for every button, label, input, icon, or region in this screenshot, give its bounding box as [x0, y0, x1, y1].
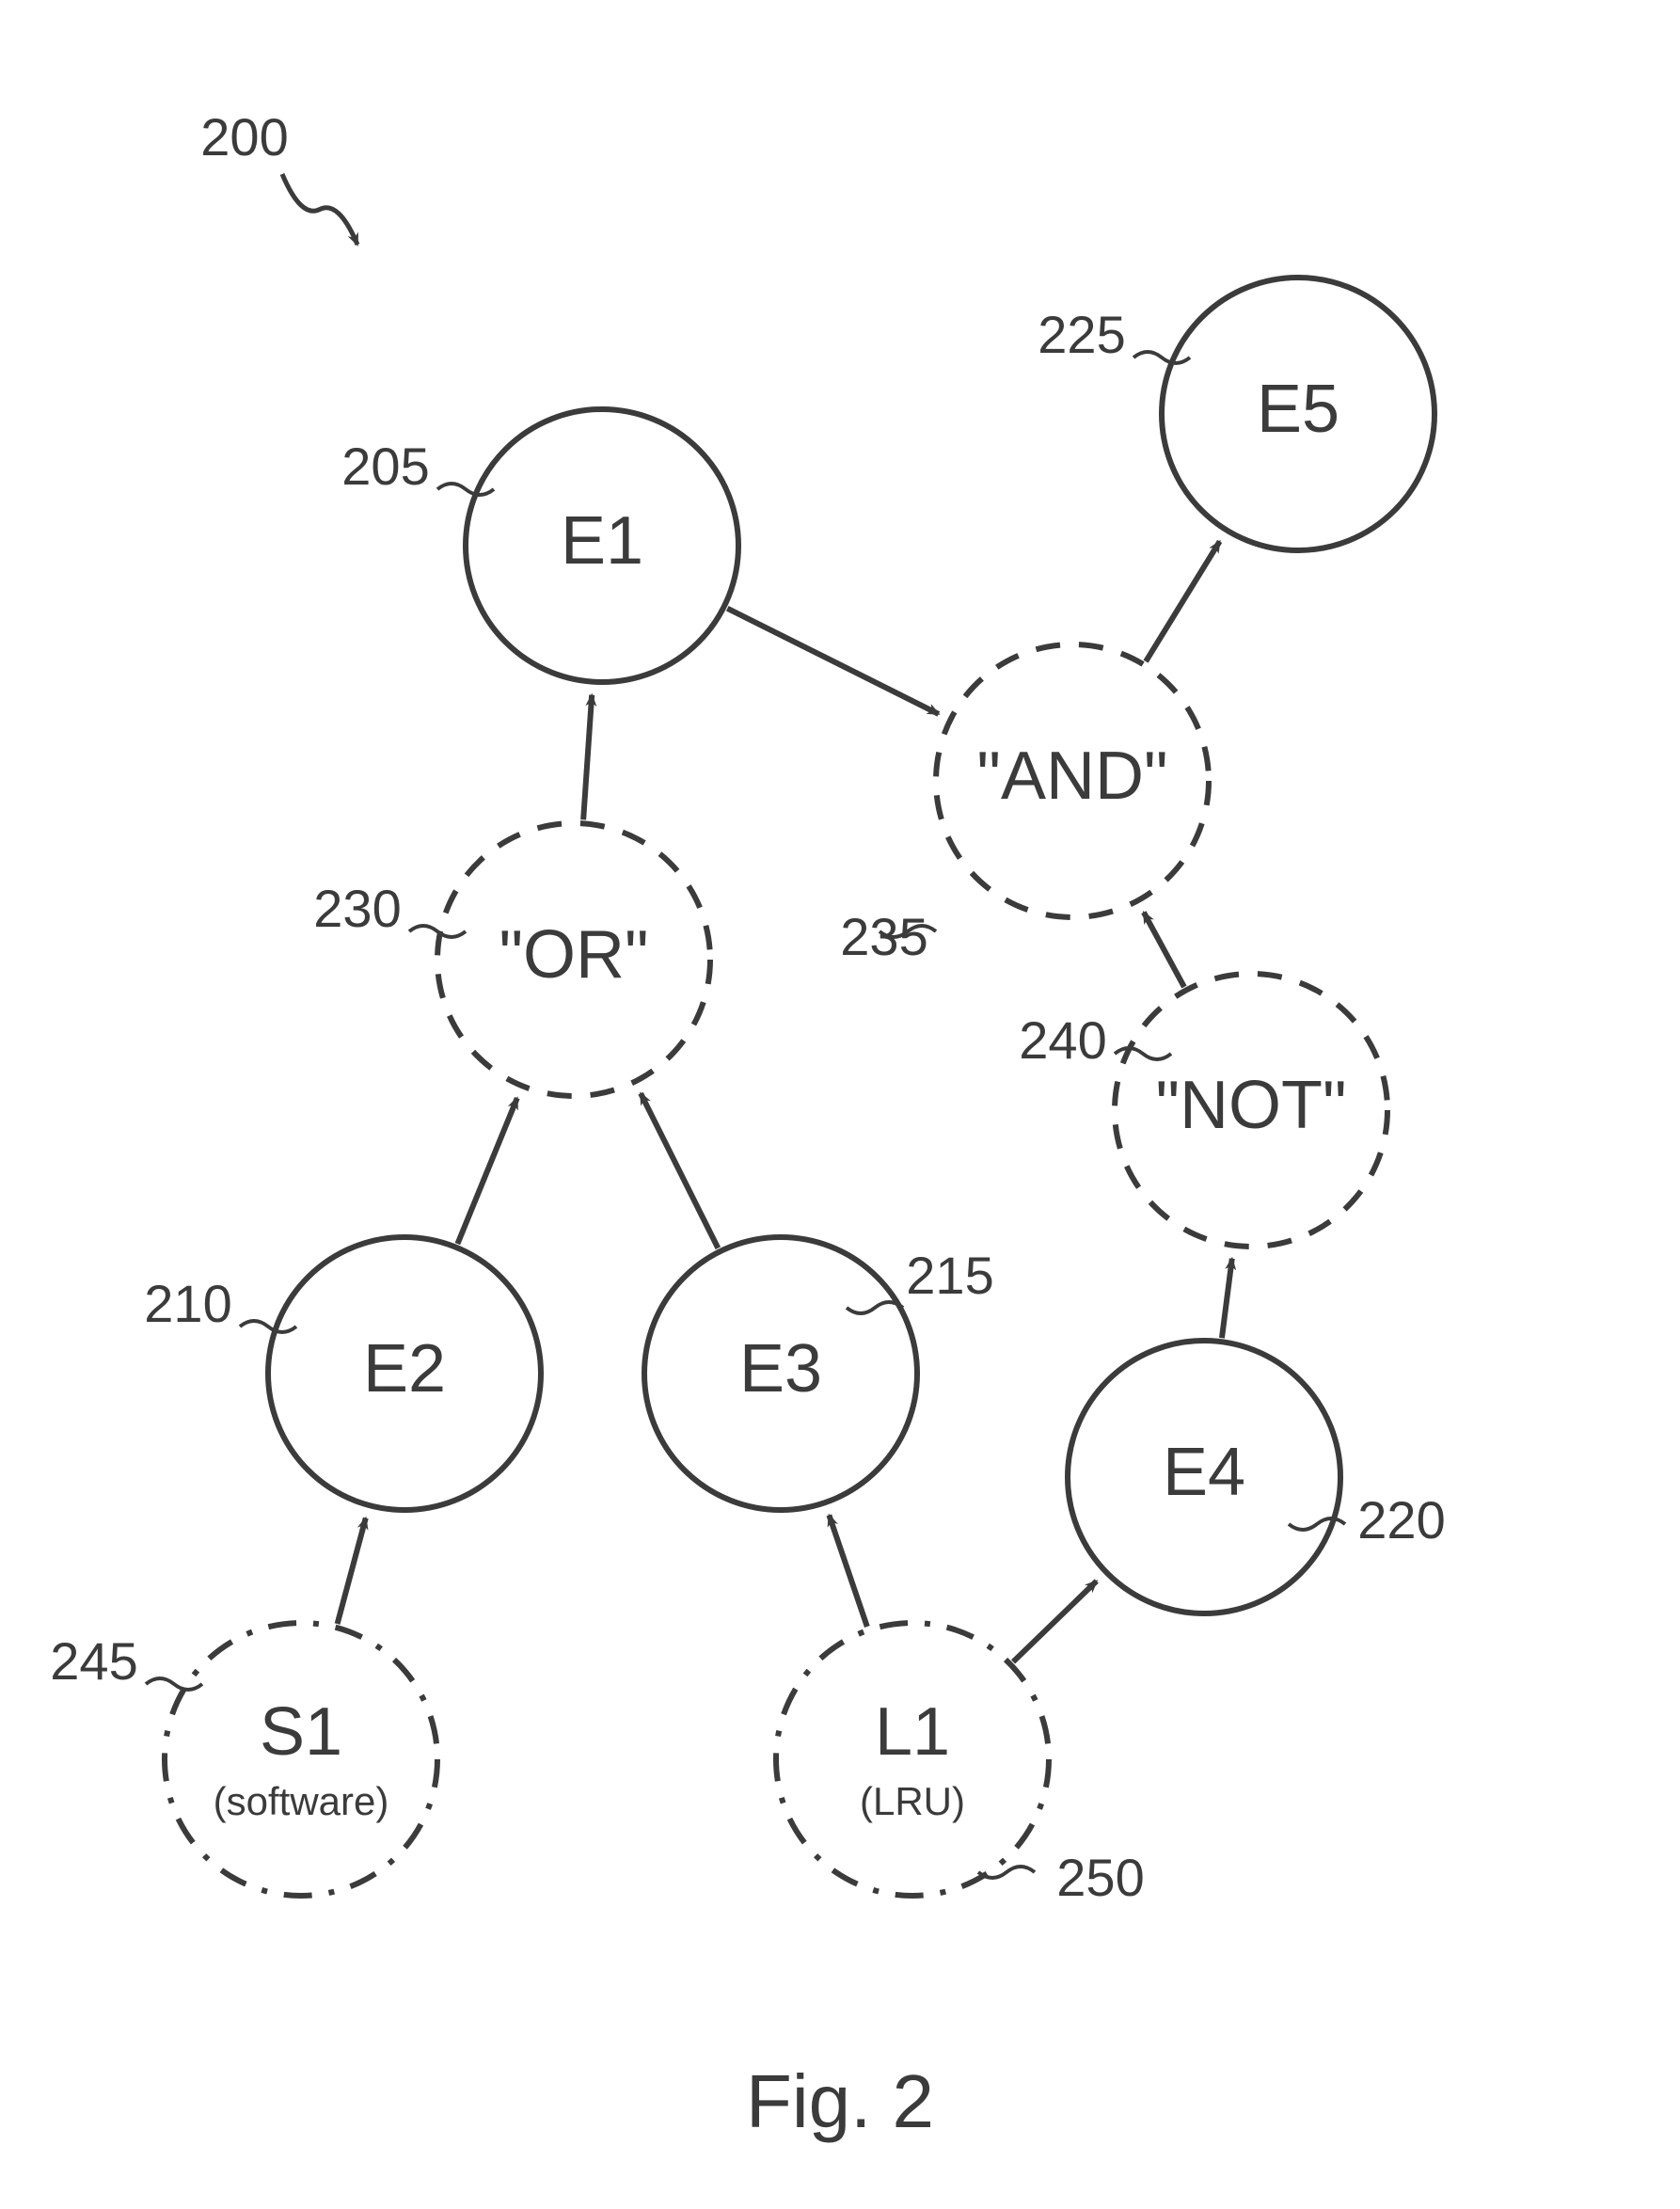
node-label-E4: E4	[1163, 1435, 1245, 1510]
edge-OR-E1	[583, 695, 592, 820]
ref-E2: 210	[144, 1274, 231, 1333]
edge-AND-E5	[1146, 541, 1220, 661]
node-AND: "AND"	[936, 644, 1209, 917]
ref-NOT: 240	[1019, 1010, 1106, 1070]
node-label-L1: L1	[875, 1694, 950, 1770]
node-label-E5: E5	[1257, 372, 1339, 447]
ref-squiggle-E3	[847, 1302, 903, 1313]
ref-squiggle-S1	[146, 1678, 202, 1690]
node-label-E1: E1	[561, 503, 643, 579]
edge-L1-E3	[829, 1515, 866, 1627]
figure-ref-arrow	[282, 174, 357, 245]
node-L1: L1 (LRU)	[776, 1623, 1049, 1896]
ref-squiggle-E4	[1289, 1518, 1345, 1530]
figure-caption: Fig. 2	[746, 2059, 934, 2143]
diagram-canvas: E1 E5 "OR" "AND" "NOT" E2 E3 E4 S1 (software) L1 (L…	[0, 0, 1680, 2209]
edge-E1-AND	[727, 609, 939, 714]
ref-E4: 220	[1357, 1490, 1445, 1549]
edge-E4-NOT	[1222, 1259, 1232, 1339]
edge-E3-OR	[641, 1093, 718, 1248]
node-NOT: "NOT"	[1115, 974, 1387, 1247]
node-label-OR: "OR"	[499, 917, 648, 993]
ref-S1: 245	[50, 1631, 137, 1691]
node-label-NOT: "NOT"	[1155, 1068, 1346, 1143]
nodes-layer: E1 E5 "OR" "AND" "NOT" E2 E3 E4 S1 (software) L1 (L…	[165, 278, 1434, 1896]
ref-OR: 230	[313, 879, 401, 938]
ref-squiggle-E1	[437, 484, 494, 495]
ref-squiggle-E2	[240, 1321, 296, 1332]
node-E5: E5	[1162, 278, 1434, 550]
node-label-AND: "AND"	[976, 739, 1167, 814]
node-label-E3: E3	[739, 1331, 822, 1406]
ref-E5: 225	[1038, 305, 1125, 364]
node-E4: E4	[1068, 1341, 1340, 1613]
ref-L1: 250	[1056, 1848, 1144, 1907]
ref-E1: 205	[341, 437, 429, 496]
node-E3: E3	[644, 1237, 917, 1510]
node-E2: E2	[268, 1237, 541, 1510]
node-S1: S1 (software)	[165, 1623, 437, 1896]
edge-E2-OR	[457, 1098, 516, 1244]
ref-E3: 215	[906, 1246, 993, 1305]
ref-squiggle-E5	[1133, 352, 1190, 363]
edge-L1-E4	[1013, 1581, 1097, 1662]
node-label-E2: E2	[363, 1331, 446, 1406]
node-sublabel-S1: (software)	[214, 1779, 389, 1823]
node-label-S1: S1	[260, 1694, 342, 1770]
edge-S1-E2	[338, 1518, 366, 1625]
node-sublabel-L1: (LRU)	[860, 1779, 965, 1823]
ref-squiggle-L1	[978, 1867, 1035, 1878]
node-OR: "OR"	[437, 823, 710, 1096]
refs-layer: 205225230235240210215220245250200	[50, 107, 1445, 1907]
figure-ref: 200	[200, 107, 288, 167]
node-E1: E1	[466, 409, 738, 682]
edge-NOT-AND	[1144, 913, 1184, 987]
